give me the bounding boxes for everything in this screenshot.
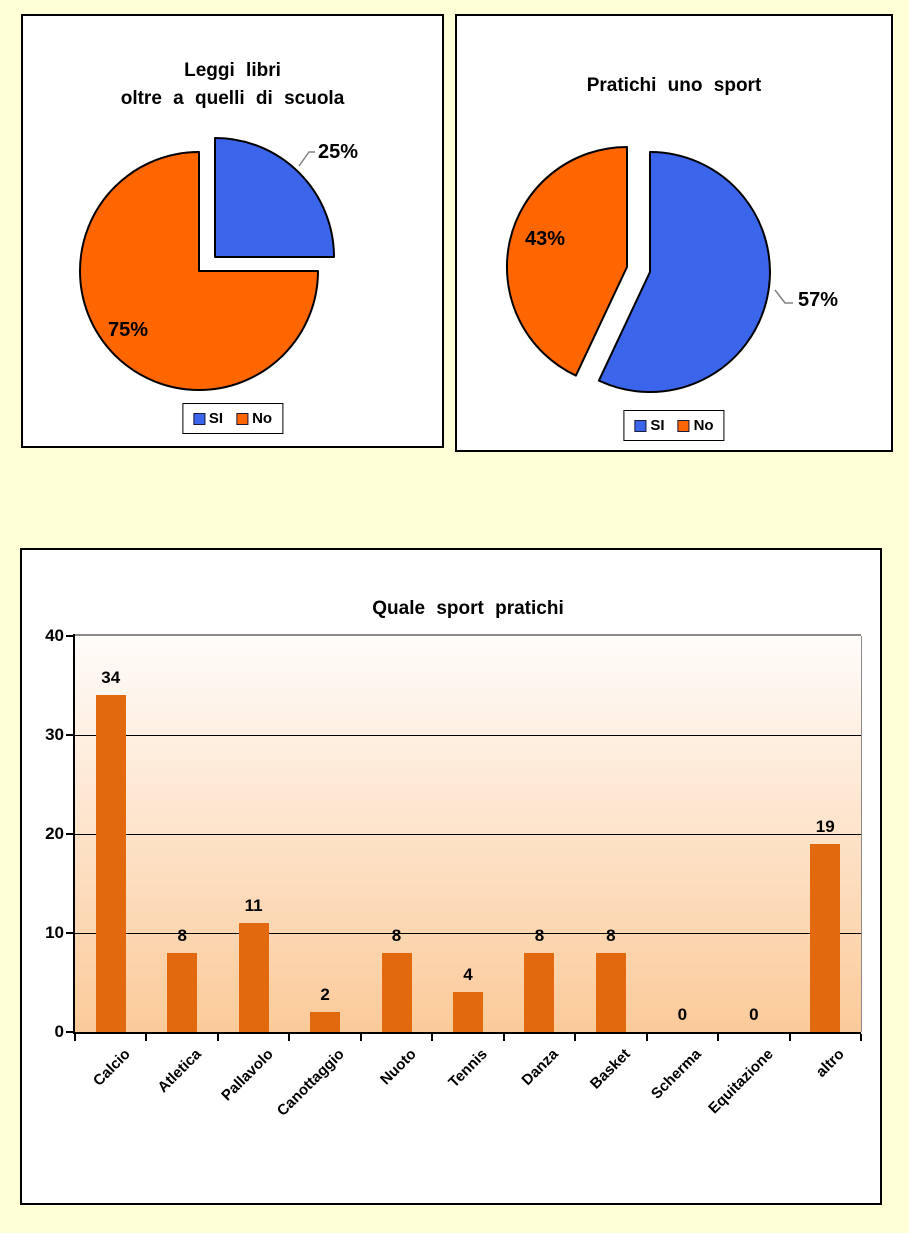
pie-chart-leggi-libri: Leggi libri oltre a quelli di scuola 25%… bbox=[21, 14, 444, 448]
x-axis-tick bbox=[645, 1034, 648, 1041]
legend-swatch-si-icon bbox=[634, 419, 647, 432]
bar-altro bbox=[810, 843, 841, 1032]
bar-basket bbox=[595, 952, 626, 1032]
x-axis-tick bbox=[717, 1034, 720, 1041]
x-axis-tick bbox=[145, 1034, 148, 1041]
x-axis-tick bbox=[860, 1034, 862, 1041]
slice-label-si: 25% bbox=[318, 141, 359, 163]
y-axis-tick bbox=[66, 1031, 73, 1033]
y-tick-label-0: 0 bbox=[54, 1022, 64, 1041]
legend-label-no: No bbox=[693, 417, 714, 434]
pie-plot bbox=[79, 137, 335, 391]
x-axis-tick bbox=[431, 1034, 434, 1041]
x-axis-tick bbox=[788, 1034, 791, 1041]
y-tick-label-20: 20 bbox=[45, 824, 64, 843]
y-tick-label-10: 10 bbox=[45, 923, 64, 942]
label-leader-line bbox=[774, 289, 793, 304]
bar-value-label-calcio: 34 bbox=[101, 668, 121, 688]
x-axis-tick bbox=[502, 1034, 505, 1041]
legend-item-no: No bbox=[236, 410, 272, 427]
y-axis-tick bbox=[66, 833, 73, 835]
legend-swatch-si-icon bbox=[192, 412, 205, 425]
label-leader-line bbox=[298, 151, 315, 167]
legend-label-si: SI bbox=[208, 410, 224, 427]
bar-value-label-tennis: 4 bbox=[463, 965, 473, 985]
bar-value-label-atletica: 8 bbox=[177, 925, 187, 945]
legend: SI No bbox=[181, 403, 284, 434]
pie-slice-no bbox=[79, 151, 319, 391]
x-axis-tick bbox=[216, 1034, 219, 1041]
gridline-30 bbox=[75, 734, 861, 736]
pie-slice-no bbox=[505, 146, 628, 377]
legend-item-si: SI bbox=[192, 410, 224, 427]
bar-chart-quale-sport: Quale sport pratichi 0 10 20 30 40 34 Calcio 8 A… bbox=[20, 548, 882, 1205]
bar-value-label-canottaggio: 2 bbox=[320, 985, 330, 1005]
pie-chart-pratichi-sport: Pratichi uno sport 57% 43% SI No bbox=[455, 14, 893, 452]
bar-value-label-nuoto: 8 bbox=[391, 925, 402, 945]
slice-label-no: 75% bbox=[107, 319, 149, 341]
legend-swatch-no-icon bbox=[236, 412, 249, 425]
y-tick-label-30: 30 bbox=[45, 725, 64, 744]
bar-value-label-danza: 8 bbox=[534, 925, 545, 945]
bar-pallavolo bbox=[238, 923, 269, 1032]
bar-value-label-scherma: 0 bbox=[677, 1005, 688, 1024]
y-tick-label-40: 40 bbox=[45, 626, 64, 645]
legend-item-no: No bbox=[677, 417, 714, 434]
legend: SI No bbox=[623, 410, 725, 441]
gridline-20 bbox=[75, 833, 861, 835]
gridline-10 bbox=[75, 932, 861, 934]
y-axis-line bbox=[73, 634, 75, 1034]
x-axis-tick bbox=[288, 1034, 291, 1041]
bar-calcio bbox=[95, 695, 126, 1032]
y-axis-tick bbox=[66, 932, 73, 934]
plot-border-top bbox=[75, 634, 861, 636]
chart-title: Leggi libri oltre a quelli di scuola bbox=[120, 60, 345, 109]
bar-value-label-equitazione: 0 bbox=[749, 1005, 759, 1024]
chart-title: Pratichi uno sport bbox=[586, 75, 762, 96]
legend-label-si: SI bbox=[650, 417, 665, 434]
x-axis-line bbox=[73, 1032, 861, 1034]
pie-plot bbox=[505, 146, 793, 393]
pie-slice-si bbox=[214, 137, 335, 258]
bar-canottaggio bbox=[310, 1012, 341, 1032]
pie-slice-si bbox=[597, 151, 771, 393]
bar-value-label-basket: 8 bbox=[606, 925, 616, 945]
x-axis-tick bbox=[74, 1034, 76, 1041]
y-axis-tick bbox=[66, 635, 73, 637]
chart-title: Quale sport pratichi bbox=[372, 598, 564, 619]
bar-value-label-altro: 19 bbox=[815, 816, 835, 836]
bar-danza bbox=[524, 952, 555, 1032]
legend-swatch-no-icon bbox=[677, 419, 690, 432]
bar-plot: 0 10 20 30 40 34 Calcio 8 Atletica 11 Pallavolo 2 Ca… bbox=[22, 550, 880, 1203]
slice-label-si: 57% bbox=[798, 289, 839, 311]
bar-atletica bbox=[167, 952, 198, 1032]
bar-tennis bbox=[453, 992, 483, 1032]
bar-value-label-pallavolo: 11 bbox=[244, 896, 263, 916]
x-axis-tick bbox=[574, 1034, 577, 1041]
plot-border-right bbox=[861, 636, 862, 1032]
legend-label-no: No bbox=[252, 410, 273, 427]
slice-label-no: 43% bbox=[524, 228, 566, 250]
x-axis-tick bbox=[359, 1034, 362, 1041]
bar-nuoto bbox=[381, 952, 412, 1032]
legend-item-si: SI bbox=[634, 417, 665, 434]
y-axis-tick bbox=[66, 734, 73, 736]
